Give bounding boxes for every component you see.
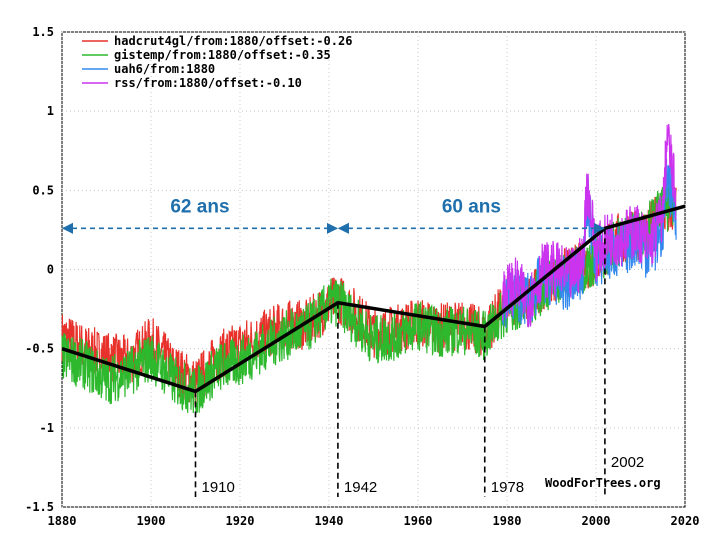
legend-label: gistemp/from:1880/offset:-0.35 — [114, 48, 331, 62]
x-tick-label: 1900 — [137, 514, 166, 528]
x-tick-label: 2000 — [582, 514, 611, 528]
period-label: 62 ans — [170, 196, 229, 217]
marker-label: 1978 — [491, 479, 524, 496]
series-line-3 — [502, 124, 677, 328]
legend-label: rss/from:1880/offset:-0.10 — [114, 76, 302, 90]
x-tick-label: 1960 — [404, 514, 433, 528]
y-tick-label: -0.5 — [25, 342, 54, 356]
x-tick-label: 1920 — [226, 514, 255, 528]
period-label: 60 ans — [442, 196, 501, 217]
y-tick-label: 1.5 — [32, 25, 54, 39]
marker-label: 1910 — [202, 479, 235, 496]
legend-label: hadcrut4gl/from:1880/offset:-0.26 — [114, 34, 352, 48]
y-tick-label: -1.5 — [25, 500, 54, 514]
y-tick-label: 1 — [47, 104, 54, 118]
legend-label: uah6/from:1880 — [114, 62, 215, 76]
y-tick-label: -1 — [40, 421, 54, 435]
trend-line — [61, 204, 686, 394]
series-group — [61, 124, 686, 414]
y-tick-label: 0 — [47, 263, 54, 277]
x-tick-label: 1980 — [493, 514, 522, 528]
marker-label: 2002 — [611, 454, 644, 471]
annotations: 62 ans 60 ans 1910 1942 1978 2002 — [61, 196, 644, 497]
x-tick-label: 2020 — [671, 514, 700, 528]
x-tick-label: 1940 — [315, 514, 344, 528]
x-tick-label: 1880 — [48, 514, 77, 528]
watermark-label: WoodForTrees.org — [545, 476, 661, 490]
y-tick-label: 0.5 — [32, 183, 54, 197]
axis-ticks: 1880 1900 1920 1940 1960 1980 2000 2020 1.5 1 0.5 0… — [25, 25, 699, 528]
legend: hadcrut4gl/from:1880/offset:-0.26gistemp… — [82, 34, 352, 90]
marker-label: 1942 — [344, 479, 377, 496]
